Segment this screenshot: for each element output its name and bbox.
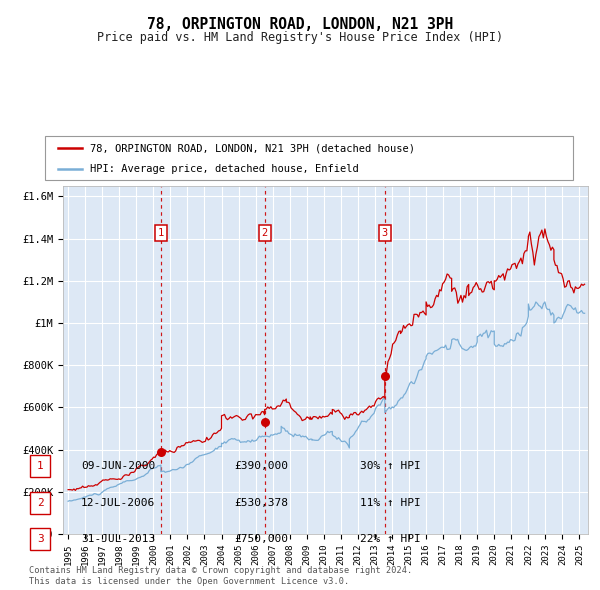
Text: 11% ↑ HPI: 11% ↑ HPI: [360, 498, 421, 507]
Text: 30% ↑ HPI: 30% ↑ HPI: [360, 461, 421, 471]
Text: £530,378: £530,378: [234, 498, 288, 507]
Text: 78, ORPINGTON ROAD, LONDON, N21 3PH: 78, ORPINGTON ROAD, LONDON, N21 3PH: [147, 17, 453, 31]
Text: Contains HM Land Registry data © Crown copyright and database right 2024.
This d: Contains HM Land Registry data © Crown c…: [29, 566, 412, 586]
Text: 2: 2: [262, 228, 268, 238]
Text: 09-JUN-2000: 09-JUN-2000: [81, 461, 155, 471]
Text: 12-JUL-2006: 12-JUL-2006: [81, 498, 155, 507]
Text: 31-JUL-2013: 31-JUL-2013: [81, 534, 155, 543]
Text: 1: 1: [158, 228, 164, 238]
Text: £750,000: £750,000: [234, 534, 288, 543]
Text: 1: 1: [37, 461, 44, 471]
Text: 2: 2: [37, 498, 44, 507]
Text: 3: 3: [37, 534, 44, 543]
Text: £390,000: £390,000: [234, 461, 288, 471]
Text: HPI: Average price, detached house, Enfield: HPI: Average price, detached house, Enfi…: [90, 164, 359, 174]
Text: 3: 3: [382, 228, 388, 238]
Text: 78, ORPINGTON ROAD, LONDON, N21 3PH (detached house): 78, ORPINGTON ROAD, LONDON, N21 3PH (det…: [90, 143, 415, 153]
Text: Price paid vs. HM Land Registry's House Price Index (HPI): Price paid vs. HM Land Registry's House …: [97, 31, 503, 44]
Text: 22% ↑ HPI: 22% ↑ HPI: [360, 534, 421, 543]
